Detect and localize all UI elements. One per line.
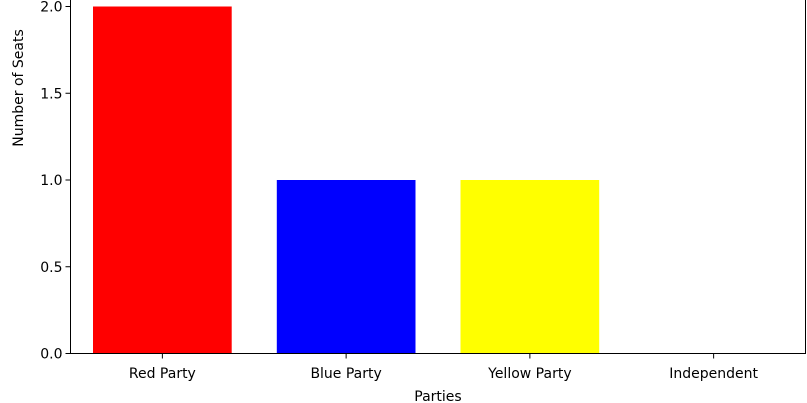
y-tick-label: 1.5: [40, 86, 62, 102]
x-tick-label: Yellow Party: [487, 366, 571, 382]
bar-red-party: [93, 6, 232, 354]
x-tick-label: Blue Party: [310, 366, 381, 382]
y-tick-label: 2.0: [40, 0, 62, 16]
bar-yellow-party: [460, 180, 600, 354]
plot-frame: [70, 0, 806, 354]
y-tick-label: 0.5: [40, 260, 62, 276]
y-axis-ticks: 0.0 0.5 1.0 1.5 2.0: [40, 0, 71, 363]
x-axis-label: Parties: [414, 389, 461, 403]
bars-group: [93, 6, 600, 354]
x-tick-label: Red Party: [129, 366, 196, 382]
bar-blue-party: [276, 180, 416, 354]
x-axis-ticks: Red Party Blue Party Yellow Party Independe…: [129, 353, 758, 382]
x-tick-label: Independent: [669, 366, 758, 382]
y-axis-label: Number of Seats: [11, 29, 27, 147]
y-tick-label: 1.0: [40, 173, 62, 189]
y-tick-label: 0.0: [40, 347, 62, 363]
